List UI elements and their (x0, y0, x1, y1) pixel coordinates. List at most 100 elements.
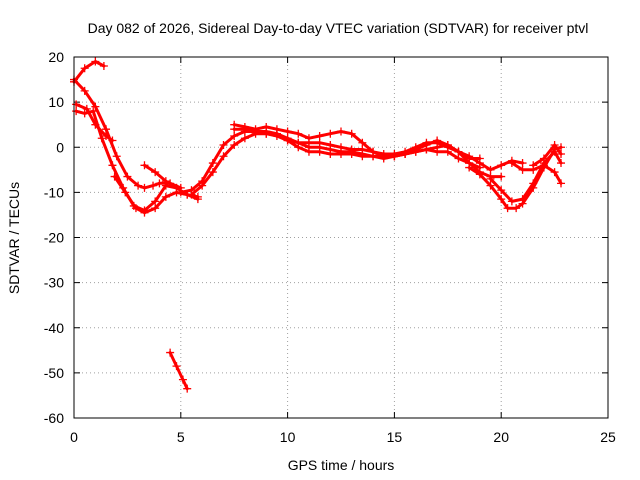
data-point (91, 57, 100, 66)
data-point (97, 134, 106, 143)
data-point (172, 183, 181, 192)
data-point (149, 181, 158, 190)
data-point (390, 150, 399, 159)
data-point (272, 129, 281, 138)
data-point (347, 145, 356, 154)
data-point (454, 147, 463, 156)
data-point (507, 159, 516, 168)
data-point (80, 64, 89, 73)
data-point (99, 62, 108, 71)
data-point (315, 138, 324, 147)
data-point (123, 172, 132, 181)
data-point (230, 131, 239, 140)
data-point (358, 152, 367, 161)
data-point (529, 179, 538, 188)
x-tick-label: 0 (70, 429, 78, 445)
data-point (539, 161, 548, 170)
data-point (108, 136, 117, 145)
y-tick-label: 10 (48, 94, 64, 110)
data-point (172, 362, 181, 371)
data-point (283, 134, 292, 143)
data-point (219, 140, 228, 149)
data-point (304, 138, 313, 147)
series-arc-h (176, 127, 484, 197)
series-line (510, 161, 563, 185)
data-point (411, 143, 420, 152)
series-line (143, 163, 178, 190)
data-point (72, 100, 81, 109)
data-point (550, 140, 559, 149)
y-tick-labels: 20 10 0 -10 -20 -30 -40 -50 -60 (44, 49, 64, 426)
data-point (518, 165, 527, 174)
y-tick-label: -60 (44, 410, 64, 426)
data-point (486, 181, 495, 190)
data-point (550, 168, 559, 177)
data-point (198, 181, 207, 190)
series-line (531, 143, 563, 167)
data-point (240, 134, 249, 143)
data-point (337, 150, 345, 159)
data-point (337, 127, 345, 136)
data-point (178, 375, 187, 384)
y-tick-label: -10 (44, 184, 64, 200)
data-point (294, 138, 303, 147)
x-axis-label: GPS time / hours (288, 457, 395, 473)
data-point (557, 159, 566, 168)
data-point (347, 129, 356, 138)
plot-frame (73, 56, 609, 419)
series-arc-d (72, 100, 117, 145)
data-point (176, 188, 185, 197)
x-tick-label: 15 (387, 429, 403, 445)
data-point (557, 143, 566, 152)
data-point (151, 204, 160, 213)
data-point (131, 204, 140, 213)
data-point (91, 120, 100, 129)
data-point (475, 170, 484, 179)
data-point (240, 125, 249, 134)
data-point (82, 104, 91, 113)
x-tick-label: 20 (493, 429, 509, 445)
series-line (190, 132, 503, 197)
data-point (161, 192, 170, 201)
data-point (557, 150, 566, 159)
series-line (489, 150, 563, 203)
data-point (183, 384, 192, 393)
data-point (112, 152, 121, 161)
data-point (315, 147, 324, 156)
series-line (74, 102, 114, 142)
y-tick-label: -50 (44, 365, 64, 381)
y-axis-label: SDTVAR / TECUs (6, 182, 22, 294)
data-point (497, 172, 506, 181)
data-point (304, 147, 313, 156)
data-point (465, 163, 474, 172)
data-point (140, 208, 149, 217)
data-point (337, 143, 345, 152)
data-point (518, 195, 527, 204)
data-point (187, 190, 196, 199)
data-point (497, 186, 506, 195)
data-point (358, 138, 367, 147)
data-point (89, 107, 98, 116)
data-point (326, 140, 335, 149)
data-point (443, 143, 452, 152)
series-arc-m (486, 147, 566, 206)
data-series (70, 57, 566, 393)
series-arc-i (187, 129, 506, 199)
data-point (140, 183, 149, 192)
data-point (497, 161, 506, 170)
chart-title: Day 082 of 2026, Sidereal Day-to-day VTE… (88, 20, 589, 36)
data-point (512, 204, 521, 213)
series-arc-b (70, 75, 185, 192)
data-point (80, 86, 89, 95)
data-point (358, 145, 367, 154)
data-point (80, 109, 89, 118)
data-point (294, 129, 303, 138)
y-tick-label: 20 (48, 49, 64, 65)
data-point (108, 161, 117, 170)
data-point (369, 147, 378, 156)
data-point (110, 172, 119, 181)
data-point (193, 195, 202, 204)
data-point (208, 168, 217, 177)
series-arc-c (72, 107, 202, 215)
